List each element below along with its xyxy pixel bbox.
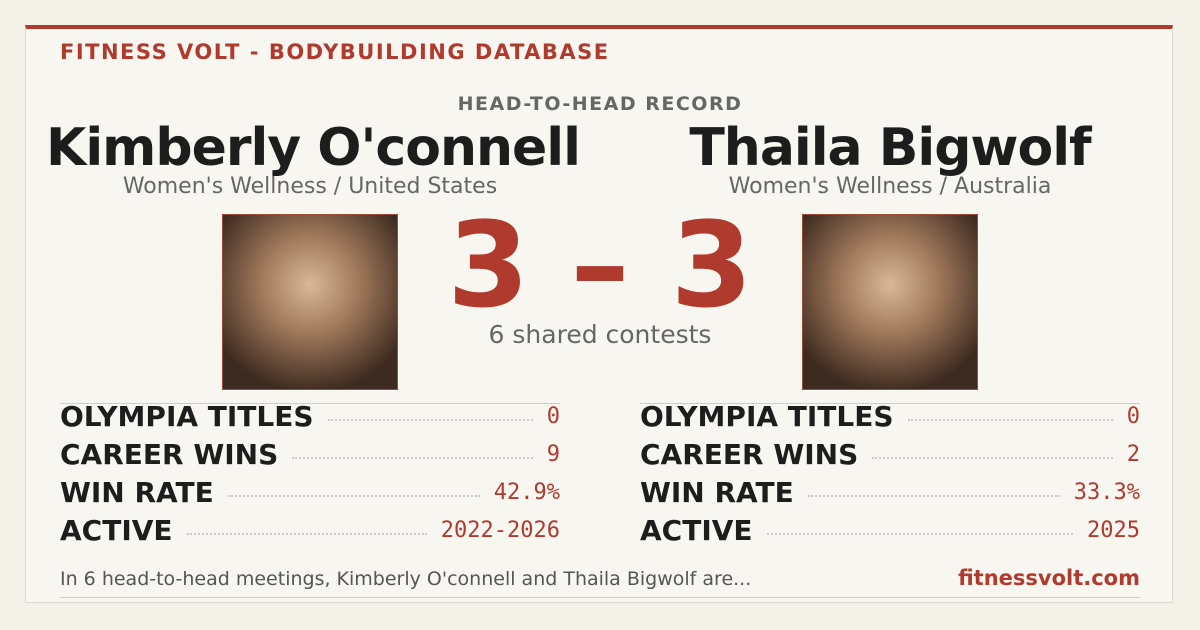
stat-label: CAREER WINS: [60, 437, 279, 471]
stat-value: 33.3%: [1073, 479, 1140, 505]
stat-row: OLYMPIA TITLES 0: [60, 398, 560, 434]
stat-label: ACTIVE: [60, 513, 173, 547]
competitor-name: Kimberly O'connell: [46, 118, 581, 178]
stat-label: OLYMPIA TITLES: [60, 399, 314, 433]
stat-value: 0: [546, 403, 560, 429]
score: 3 – 3: [0, 196, 1200, 334]
section-title: HEAD-TO-HEAD RECORD: [457, 93, 743, 115]
leader: [872, 457, 1113, 459]
stat-label: WIN RATE: [60, 475, 214, 509]
divider: [60, 597, 1140, 598]
stat-row: CAREER WINS 9: [60, 436, 560, 472]
stat-label: OLYMPIA TITLES: [640, 399, 894, 433]
divider: [60, 403, 560, 404]
divider: [640, 403, 1140, 404]
brand: FITNESS VOLT - BODYBUILDING DATABASE: [60, 40, 610, 64]
stat-label: ACTIVE: [640, 513, 753, 547]
score-caption: 6 shared contests: [488, 320, 712, 349]
card-frame: [25, 25, 1173, 603]
competitor-subtitle: Women's Wellness / Australia: [728, 174, 1052, 199]
competitor-subtitle: Women's Wellness / United States: [122, 174, 498, 199]
stat-value: 42.9%: [493, 479, 560, 505]
stat-row: OLYMPIA TITLES 0: [640, 398, 1140, 434]
competitor-photo: [222, 214, 398, 390]
leader: [292, 457, 533, 459]
score-separator: –: [570, 196, 630, 334]
leader: [766, 533, 1074, 535]
leader: [907, 419, 1113, 421]
leader: [227, 495, 480, 497]
competitor-name: Thaila Bigwolf: [689, 118, 1091, 178]
stat-value: 9: [546, 441, 560, 467]
score-left: 3: [447, 196, 530, 334]
summary: In 6 head-to-head meetings, Kimberly O'c…: [60, 568, 752, 590]
leader: [807, 495, 1060, 497]
site-link[interactable]: fitnessvolt.com: [958, 566, 1140, 590]
stat-row: ACTIVE 2022-2026: [60, 512, 560, 548]
stat-label: WIN RATE: [640, 475, 794, 509]
stat-value: 2022-2026: [440, 517, 560, 543]
leader: [327, 419, 533, 421]
stat-value: 2: [1126, 441, 1140, 467]
stat-value: 2025: [1087, 517, 1140, 543]
score-right: 3: [670, 196, 753, 334]
stat-row: ACTIVE 2025: [640, 512, 1140, 548]
stat-row: WIN RATE 42.9%: [60, 474, 560, 510]
competitor-photo: [802, 214, 978, 390]
stat-row: WIN RATE 33.3%: [640, 474, 1140, 510]
leader: [186, 533, 427, 535]
stat-row: CAREER WINS 2: [640, 436, 1140, 472]
stat-label: CAREER WINS: [640, 437, 859, 471]
stat-value: 0: [1126, 403, 1140, 429]
